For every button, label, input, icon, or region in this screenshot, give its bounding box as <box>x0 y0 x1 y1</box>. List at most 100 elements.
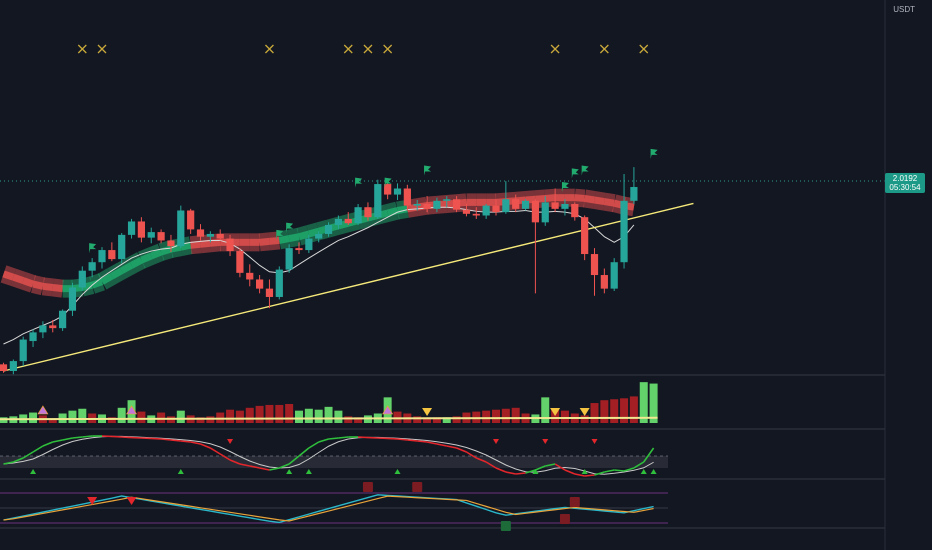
candle-body <box>68 287 77 311</box>
neutral-zone <box>0 456 668 468</box>
oscillator-segment <box>249 465 260 469</box>
triangle-up-icon <box>382 405 394 415</box>
no-trade-x-icon <box>77 44 87 54</box>
wave-marker-box <box>569 497 580 507</box>
volume-pane[interactable] <box>0 382 658 423</box>
trade-signals <box>89 148 658 254</box>
no-trade-x-icon <box>639 44 649 54</box>
candle-body <box>512 199 520 209</box>
candle-body <box>187 210 195 230</box>
oscillator-segment <box>623 467 635 472</box>
oscillator-segment <box>239 463 250 467</box>
oscillator-segment <box>505 471 516 475</box>
candle-body <box>354 207 362 224</box>
volume-bar <box>255 405 264 423</box>
volume-bar <box>265 404 274 423</box>
candle-body <box>39 325 47 333</box>
signal-up-triangle-icon <box>640 469 647 474</box>
volume-bar <box>68 410 77 423</box>
oscillator-segment <box>338 436 349 439</box>
oscillator-segment <box>475 457 487 463</box>
candle-body <box>206 233 214 237</box>
ribbon-core-segment <box>307 227 320 238</box>
oscillator-segment <box>417 440 428 443</box>
candle-body <box>137 221 145 238</box>
ribbon-core-segment <box>544 194 556 202</box>
oscillator-segment <box>62 437 73 441</box>
wave-oscillator-pane[interactable] <box>0 482 668 531</box>
candle-body <box>443 199 451 201</box>
ribbon-core-segment <box>584 194 596 204</box>
candle-body <box>256 279 264 289</box>
triangle-down-icon <box>550 408 561 416</box>
ribbon-core-segment <box>269 236 280 245</box>
candle-body <box>413 203 421 206</box>
oscillator-segment <box>358 436 368 439</box>
volume-bar <box>482 410 491 423</box>
candle-body <box>334 218 342 225</box>
ribbon-core-segment <box>298 230 310 241</box>
ribbon-core-segment <box>129 257 144 269</box>
ribbon-core-segment <box>12 273 25 284</box>
volume-bar <box>196 417 205 423</box>
wave-marker-box <box>412 482 423 492</box>
support-trendline[interactable] <box>3 202 694 372</box>
price-pane[interactable] <box>0 44 885 375</box>
candle-body <box>118 234 126 260</box>
candle-body <box>216 233 224 239</box>
trade-flag-icon <box>384 177 392 188</box>
ribbon-core-segment <box>337 219 350 230</box>
volume-bar <box>157 412 166 423</box>
trade-flag-icon <box>561 182 569 193</box>
oscillator-segment <box>485 461 497 469</box>
volume-bar <box>511 407 520 423</box>
oscillator-segment <box>190 441 201 445</box>
price-axis[interactable]: USDT <box>893 5 915 14</box>
oscillator-segment <box>633 461 645 469</box>
volume-average-line <box>0 416 658 421</box>
candle-body <box>98 250 106 263</box>
trend-oscillator-pane[interactable] <box>0 435 668 477</box>
candle-body <box>423 203 431 209</box>
ribbon-core-segment <box>200 239 211 248</box>
oscillator-segment <box>288 455 300 465</box>
signal-up-triangle-icon <box>30 469 37 474</box>
oscillator-segment <box>229 459 241 465</box>
wave-markers <box>87 482 580 531</box>
oscillator-segment <box>466 451 477 459</box>
trade-flag-icon <box>571 168 579 179</box>
no-trade-x-icon <box>264 44 274 54</box>
candle-body <box>541 202 549 223</box>
candle-body <box>177 210 185 247</box>
candle-body <box>275 269 283 297</box>
candle-body <box>295 248 303 251</box>
volume-bar <box>235 410 244 423</box>
oscillator-segment <box>515 472 526 475</box>
candle-body <box>324 224 333 234</box>
candle-body <box>19 339 27 362</box>
volume-bar <box>590 403 599 423</box>
oscillator-segment <box>42 441 54 447</box>
candle-body <box>59 310 67 329</box>
signal-up-triangle-icon <box>286 469 293 474</box>
candle-body <box>265 288 274 297</box>
ribbon-core-segment <box>22 277 35 288</box>
oscillator-signals <box>30 439 657 474</box>
no-trade-x-icon <box>383 44 393 54</box>
ribbon-core-segment <box>386 207 399 217</box>
ribbon-core-segment <box>574 194 585 202</box>
candle-body <box>157 232 165 241</box>
volume-bar <box>48 418 57 423</box>
oscillator-segment <box>170 439 181 442</box>
ribbon-band <box>0 188 636 298</box>
oscillator-segment <box>584 474 595 477</box>
ribbon-core-segment <box>288 233 300 243</box>
ribbon-core-segment <box>100 273 114 285</box>
oscillator-segment <box>209 447 221 455</box>
oscillator-segment <box>525 469 536 474</box>
oscillator-segment <box>3 461 14 465</box>
volume-bar <box>639 382 648 423</box>
candle-body <box>502 199 510 213</box>
ribbon-core-segment <box>278 235 290 244</box>
